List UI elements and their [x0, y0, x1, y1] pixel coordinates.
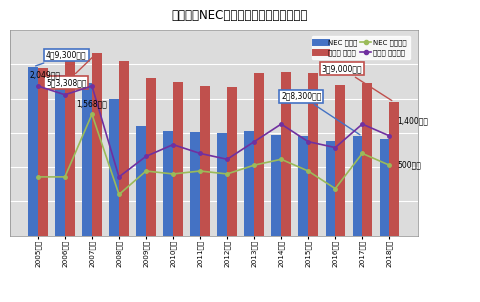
Bar — [136, 126, 146, 236]
Bar — [146, 78, 156, 236]
Bar — [244, 131, 254, 236]
Text: 2兆8,300億円: 2兆8,300億円 — [281, 92, 360, 135]
Bar — [109, 99, 119, 236]
Text: 1,400億円: 1,400億円 — [397, 117, 429, 126]
Bar — [173, 82, 183, 236]
Bar — [217, 133, 227, 236]
Bar — [92, 53, 102, 236]
Bar — [82, 83, 92, 236]
Bar — [362, 83, 372, 236]
Legend: NEC 売上高, 富士通 売上高, NEC 営業利益, 富士通 営業利益: NEC 売上高, 富士通 売上高, NEC 営業利益, 富士通 営業利益 — [312, 36, 410, 59]
Bar — [163, 131, 173, 236]
Bar — [299, 136, 308, 236]
Bar — [308, 73, 318, 236]
Text: 3兆9,000億円: 3兆9,000億円 — [322, 64, 392, 101]
Text: 富士通とNECの売上高と営業利益の推移: 富士通とNECの売上高と営業利益の推移 — [172, 9, 308, 22]
Bar — [335, 85, 345, 236]
Bar — [325, 141, 335, 236]
Bar — [272, 135, 281, 236]
Bar — [65, 61, 75, 236]
Bar — [191, 132, 200, 236]
Bar — [227, 87, 237, 236]
Text: 2,049億円: 2,049億円 — [30, 70, 61, 79]
Bar — [55, 75, 65, 236]
Text: 1,568億円: 1,568億円 — [76, 99, 107, 108]
Bar — [281, 72, 291, 236]
Bar — [380, 139, 389, 236]
Bar — [200, 86, 210, 236]
Bar — [254, 73, 264, 236]
Bar — [38, 68, 48, 236]
Bar — [389, 102, 399, 236]
Bar — [28, 67, 38, 236]
Text: 4兆9,300億円: 4兆9,300億円 — [36, 50, 86, 66]
Bar — [119, 61, 129, 236]
Bar — [352, 136, 362, 236]
Text: 5兆3,308億円: 5兆3,308億円 — [46, 55, 95, 87]
Text: 500億円: 500億円 — [397, 161, 421, 170]
